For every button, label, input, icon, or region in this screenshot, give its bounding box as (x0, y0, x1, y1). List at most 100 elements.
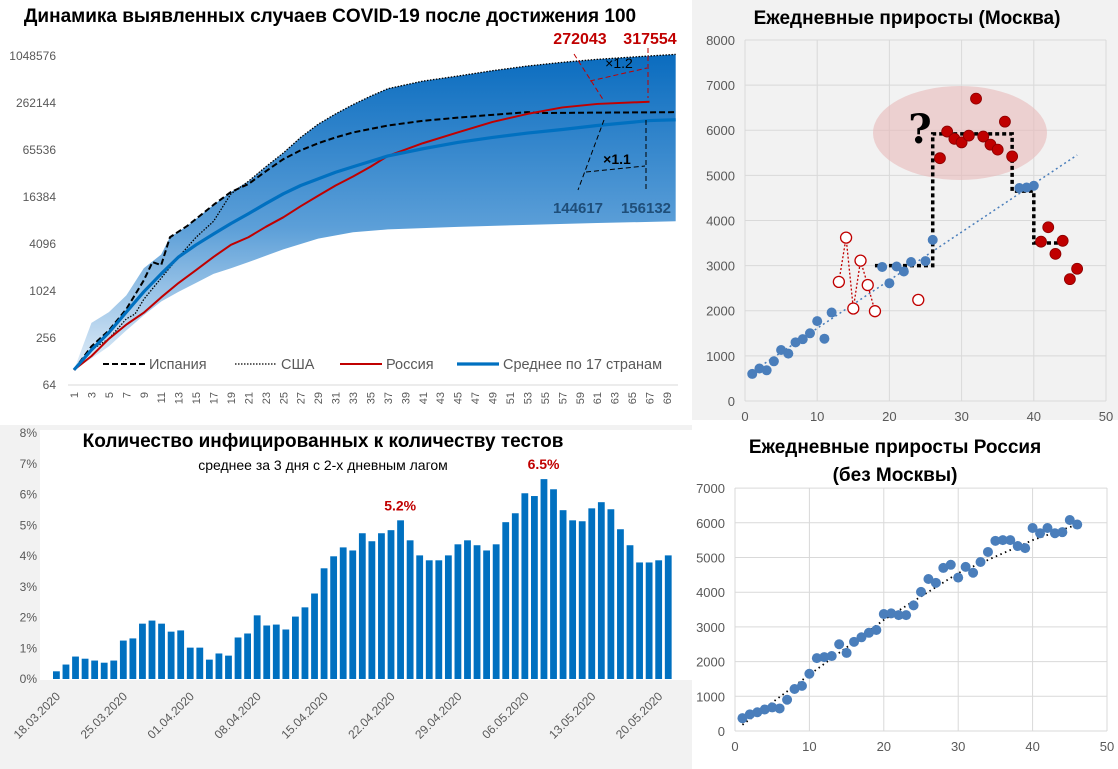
bar (129, 638, 137, 679)
x-tick-label: 10 (802, 739, 816, 754)
data-point (811, 653, 822, 664)
x-tick-label: 19 (226, 392, 238, 404)
russia-chart-title-line2: (без Москвы) (833, 465, 958, 486)
bar (349, 550, 357, 679)
bar (511, 513, 519, 679)
data-point (737, 713, 748, 724)
data-point (1042, 523, 1053, 534)
data-point-blue (812, 316, 823, 327)
series-line-0 (73, 111, 676, 371)
annotation-russia-now: 317554 (623, 31, 676, 48)
data-point-blue (747, 368, 758, 379)
tests-chart-title: Количество инфицированных к количеству т… (83, 431, 564, 452)
data-point (923, 574, 934, 585)
x-tick-label: 63 (610, 392, 622, 404)
bar (588, 508, 596, 679)
bar (435, 560, 443, 679)
bar (339, 547, 347, 679)
data-point (841, 647, 852, 658)
data-point (1005, 535, 1016, 546)
x-tick-label: 27 (296, 392, 308, 404)
bar (158, 623, 165, 679)
bar (167, 631, 175, 679)
data-point (1027, 523, 1038, 534)
data-point (796, 680, 807, 691)
data-point (945, 559, 956, 570)
x-tick-label: 9 (139, 392, 151, 398)
bar (186, 647, 194, 679)
y-tick-label: 7% (20, 457, 38, 471)
data-point-blue (783, 348, 794, 359)
y-tick-label: 6000 (696, 516, 725, 531)
data-point-red (1042, 221, 1055, 234)
annotation-ratio-blue: ×1.1 (603, 151, 631, 167)
y-tick-label: 3000 (696, 620, 725, 635)
cases-chart-title: Динамика выявленных случаев COVID-19 пос… (24, 6, 636, 27)
y-tick-label: 64 (43, 378, 57, 392)
series-line-3 (72, 118, 676, 371)
data-point (901, 610, 912, 621)
bar (53, 671, 60, 679)
bar (664, 555, 672, 679)
hollow-connector (838, 237, 876, 312)
data-point (871, 625, 882, 636)
data-point (819, 652, 830, 663)
x-tick-label: 17 (209, 392, 221, 404)
bar (244, 633, 251, 679)
x-tick-label: 35 (365, 392, 377, 404)
data-point-red (962, 129, 975, 142)
bar (72, 656, 79, 679)
data-point (930, 577, 941, 588)
bar (425, 560, 433, 679)
bar (626, 545, 634, 679)
bar (139, 623, 146, 679)
tests-chart-subtitle: среднее за 3 дня с 2-х дневным лагом (198, 457, 448, 473)
y-tick-label: 2% (20, 611, 38, 625)
data-point-blue (819, 333, 830, 344)
annotation-russia-prev: 272043 (553, 31, 606, 48)
russia-chart: 0 1000 2000 3000 4000 5000 6000 7000 0 10 20 30 40 50 (696, 481, 1114, 754)
x-tick-label: 40 (1025, 739, 1039, 754)
data-point-blue (877, 261, 888, 272)
annotation-avg-now: 156132 (621, 200, 671, 217)
bar (177, 630, 185, 679)
data-point-red (1071, 262, 1084, 275)
x-tick-label: 53 (522, 392, 534, 404)
y-tick-label: 1048576 (9, 49, 56, 63)
x-tick-label: 41 (418, 392, 430, 404)
bar (148, 620, 156, 679)
x-tick-label: 30 (951, 739, 965, 754)
data-point (997, 535, 1008, 546)
y-tick-label: 8% (20, 426, 38, 440)
data-point-blue (797, 334, 808, 345)
moscow-chart: 0 1000 2000 3000 4000 5000 6000 7000 8000 0 10 20 30… (706, 33, 1113, 424)
bar (655, 560, 663, 679)
data-point-blue (891, 261, 902, 272)
annotation-avg-prev: 144617 (553, 200, 603, 217)
data-point-red (977, 130, 990, 143)
x-tick-label: 5 (104, 392, 116, 398)
bar (473, 545, 481, 679)
russia-chart-title-line1: Ежедневные приросты Россия (749, 437, 1041, 458)
data-point-blue (761, 365, 772, 376)
data-point-red (941, 125, 954, 138)
data-point-blue (927, 234, 938, 245)
data-point-hollow (832, 275, 846, 289)
bar (607, 509, 615, 679)
data-point-red (970, 92, 982, 105)
legend-label: США (281, 357, 315, 373)
bar (81, 658, 89, 679)
data-point-blue (804, 328, 815, 339)
data-point (982, 546, 993, 557)
bar (444, 555, 452, 679)
x-tick-label: 57 (557, 392, 569, 404)
data-point-blue (906, 256, 917, 267)
data-point (826, 651, 837, 662)
bar (91, 660, 99, 679)
bar (378, 533, 385, 679)
data-point-hollow (839, 231, 853, 244)
y-tick-label: 0% (20, 672, 38, 686)
question-annotation: ? (908, 106, 931, 153)
data-point-hollow (912, 293, 925, 307)
